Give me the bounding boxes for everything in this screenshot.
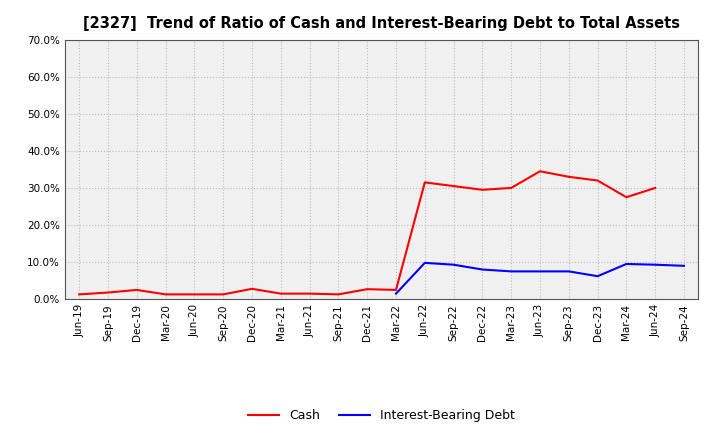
Cash — [392, 287, 400, 293]
Interest-Bearing Debt — [507, 269, 516, 274]
Interest-Bearing Debt — [680, 263, 688, 268]
Interest-Bearing Debt — [420, 260, 429, 265]
Cash — [190, 292, 199, 297]
Cash — [276, 291, 285, 296]
Interest-Bearing Debt — [622, 261, 631, 267]
Cash — [593, 178, 602, 183]
Cash — [75, 292, 84, 297]
Interest-Bearing Debt — [536, 269, 544, 274]
Cash — [305, 291, 314, 296]
Legend: Cash, Interest-Bearing Debt: Cash, Interest-Bearing Debt — [243, 404, 520, 427]
Line: Interest-Bearing Debt: Interest-Bearing Debt — [396, 263, 684, 293]
Cash — [507, 185, 516, 191]
Interest-Bearing Debt — [478, 267, 487, 272]
Cash — [248, 286, 256, 291]
Cash — [161, 292, 170, 297]
Cash — [334, 292, 343, 297]
Interest-Bearing Debt — [564, 269, 573, 274]
Interest-Bearing Debt — [449, 262, 458, 268]
Cash — [564, 174, 573, 180]
Cash — [219, 292, 228, 297]
Cash — [104, 290, 112, 295]
Cash — [449, 183, 458, 189]
Interest-Bearing Debt — [392, 291, 400, 296]
Line: Cash: Cash — [79, 171, 655, 294]
Cash — [478, 187, 487, 192]
Interest-Bearing Debt — [593, 274, 602, 279]
Title: [2327]  Trend of Ratio of Cash and Interest-Bearing Debt to Total Assets: [2327] Trend of Ratio of Cash and Intere… — [83, 16, 680, 32]
Cash — [622, 194, 631, 200]
Interest-Bearing Debt — [651, 262, 660, 268]
Cash — [536, 169, 544, 174]
Cash — [651, 185, 660, 191]
Cash — [420, 180, 429, 185]
Cash — [363, 286, 372, 292]
Cash — [132, 287, 141, 293]
